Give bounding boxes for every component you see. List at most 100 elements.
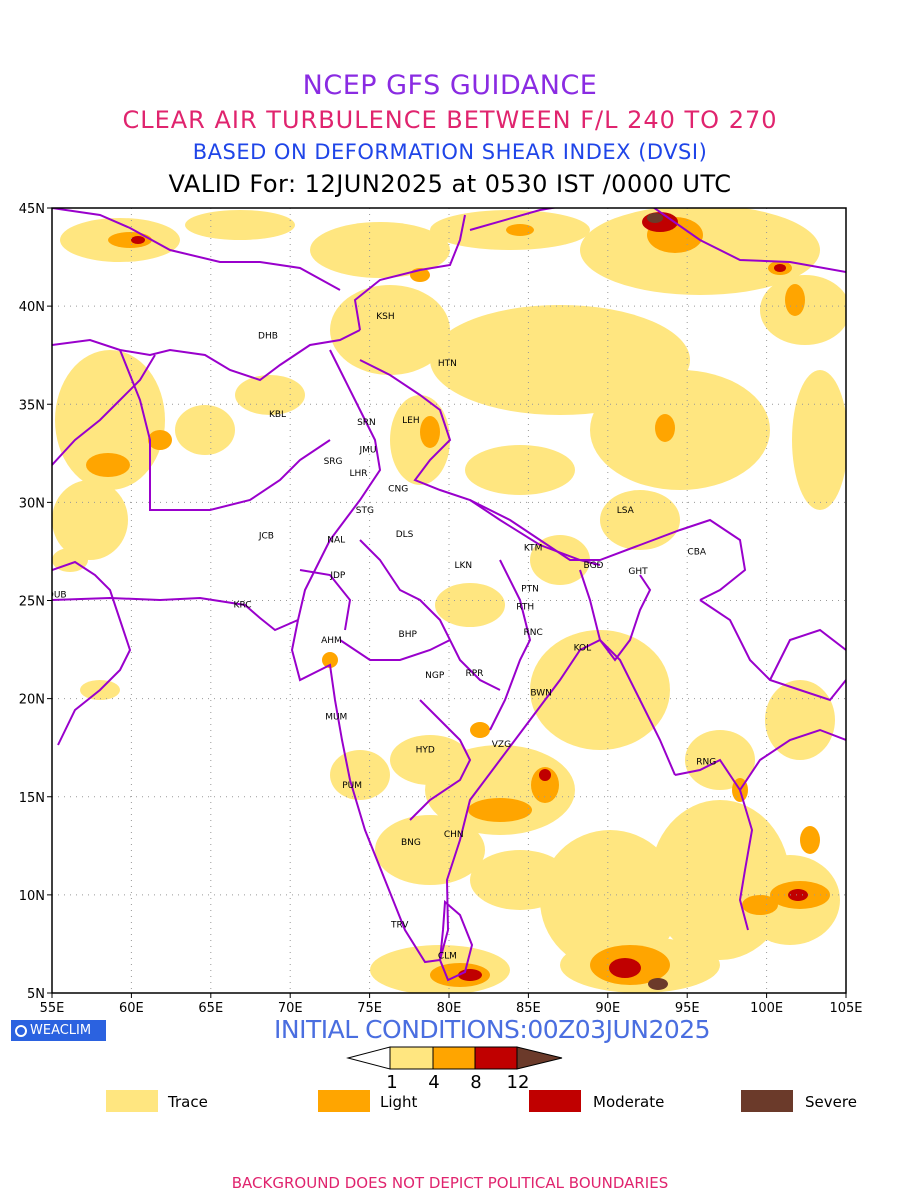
city-label-ahm: AHM <box>321 636 342 646</box>
logo-text: WEACLIM <box>30 1023 92 1038</box>
initial-conditions-label: INITIAL CONDITIONS:00Z03JUN2025 <box>274 1015 711 1044</box>
city-label-ght: GHT <box>628 567 648 577</box>
city-label-krc: KRC <box>234 600 252 610</box>
colorbar-bin-light <box>432 1046 476 1070</box>
border-state-2 <box>409 699 472 821</box>
lat-tick-label: 10N <box>19 889 45 904</box>
title-valid-time: VALID For: 12JUN2025 at 0530 IST /0000 U… <box>168 170 732 198</box>
border-nepal <box>469 499 601 566</box>
severe-turbulence-areas <box>647 213 668 990</box>
border-state-1 <box>359 539 501 691</box>
border-se-asia <box>769 628 846 681</box>
city-label-mum: MUM <box>325 712 347 722</box>
map-axes: 55E 60E 65E 70E 75E 80E 85E 90E 95E 100E 105E 45N 40… <box>19 202 863 1016</box>
legend-swatch-moderate <box>529 1090 581 1112</box>
coastline-arabia <box>52 560 132 746</box>
city-labels: KSH DHB HTN KBL SRN LEH JMU SRG LHR CNG STG LSA JCB N… <box>47 312 716 962</box>
border-myanmar-east <box>699 599 846 702</box>
border-state-5 <box>299 569 352 631</box>
lon-tick-label: 90E <box>595 1001 620 1016</box>
colorbar-bin-moderate <box>474 1046 518 1070</box>
coastline-pakistan-iran <box>52 596 299 632</box>
border-north-1 <box>52 329 361 382</box>
lon-tick-label: 55E <box>40 1001 65 1016</box>
city-label-dub: DUB <box>47 591 67 601</box>
city-label-lhr: LHR <box>349 469 367 479</box>
city-label-bng: BNG <box>401 838 421 848</box>
lon-tick-label: 85E <box>516 1001 541 1016</box>
coastline-myanmar <box>674 758 754 931</box>
colorbar-bin-above <box>516 1046 563 1070</box>
city-label-stg: STG <box>356 506 374 516</box>
lon-tick-label: 100E <box>750 1001 783 1016</box>
city-label-chn: CHN <box>444 830 464 840</box>
city-label-dhb: DHB <box>258 332 278 342</box>
city-label-bwn: BWN <box>530 689 552 699</box>
legend-label-moderate: Moderate <box>593 1093 665 1111</box>
border-kazakh <box>52 208 341 291</box>
city-label-jcb: JCB <box>258 532 274 542</box>
lon-tick-label: 75E <box>357 1001 382 1016</box>
city-label-lkn: LKN <box>454 561 472 571</box>
colorbar-bin-below <box>346 1046 391 1070</box>
city-label-kol: KOL <box>574 644 592 654</box>
colorbar-tick-8: 8 <box>470 1072 481 1093</box>
border-tibet <box>359 359 747 601</box>
legend-swatch-severe <box>741 1090 793 1112</box>
border-afghanistan <box>119 349 331 511</box>
city-label-rth: RTH <box>516 602 534 612</box>
city-label-hyd: HYD <box>416 746 435 756</box>
city-label-kbl: KBL <box>269 410 286 420</box>
legend-swatch-trace <box>106 1090 158 1112</box>
title-product: CLEAR AIR TURBULENCE BETWEEN F/L 240 TO … <box>122 106 778 134</box>
boundary-lines <box>52 208 846 982</box>
legend-label-light: Light <box>380 1093 418 1111</box>
border-bangladesh <box>579 569 652 662</box>
city-label-dls: DLS <box>396 530 414 540</box>
city-label-jmu: JMU <box>359 445 377 455</box>
city-label-rnc: RNC <box>524 628 543 638</box>
legend-label-severe: Severe <box>805 1093 857 1111</box>
title-method: BASED ON DEFORMATION SHEAR INDEX (DVSI) <box>192 140 708 164</box>
lon-tick-label: 65E <box>198 1001 223 1016</box>
city-label-vzg: VZG <box>492 740 511 750</box>
city-label-rpr: RPR <box>465 669 483 679</box>
trace-turbulence-areas <box>52 208 846 993</box>
lon-tick-label: 105E <box>829 1001 862 1016</box>
city-label-ksh: KSH <box>376 312 394 322</box>
lat-tick-label: 25N <box>19 595 45 610</box>
legend-swatch-light <box>318 1090 370 1112</box>
lat-tick-label: 40N <box>19 300 45 315</box>
colorbar-tick-12: 12 <box>507 1072 530 1093</box>
map-plot-area: KSH DHB HTN KBL SRN LEH JMU SRG LHR CNG STG LSA JCB N… <box>47 208 846 993</box>
city-label-rng: RNG <box>696 757 716 767</box>
city-label-leh: LEH <box>402 416 419 426</box>
city-label-cng: CNG <box>388 485 408 495</box>
city-label-nal: NAL <box>327 536 345 546</box>
lat-tick-label: 35N <box>19 398 45 413</box>
city-label-trv: TRV <box>390 920 409 930</box>
city-label-lsa: LSA <box>617 506 635 516</box>
colorbar-tick-1: 1 <box>386 1072 397 1093</box>
colorbar-bin-trace <box>389 1046 434 1070</box>
city-label-bgd: BGD <box>584 561 604 571</box>
border-india-pakistan <box>297 349 382 621</box>
city-label-srn: SRN <box>357 418 376 428</box>
coastline-sri-lanka <box>438 899 474 982</box>
city-label-pum: PUM <box>342 781 362 791</box>
lat-tick-label: 15N <box>19 791 45 806</box>
city-label-clm: CLM <box>438 952 457 962</box>
lon-tick-label: 95E <box>675 1001 700 1016</box>
lat-tick-label: 45N <box>19 202 45 217</box>
city-label-jdp: JDP <box>329 571 346 581</box>
city-label-htn: HTN <box>438 359 457 369</box>
colorbar: 1 4 8 12 <box>346 1046 563 1093</box>
border-iran-afg <box>52 354 156 466</box>
lon-tick-label: 70E <box>278 1001 303 1016</box>
city-label-cba: CBA <box>687 547 706 557</box>
lon-tick-label: 80E <box>437 1001 462 1016</box>
lat-lon-grid <box>52 208 846 993</box>
weaclim-logo: WEACLIM <box>11 1020 106 1041</box>
border-kashmir <box>353 214 466 331</box>
